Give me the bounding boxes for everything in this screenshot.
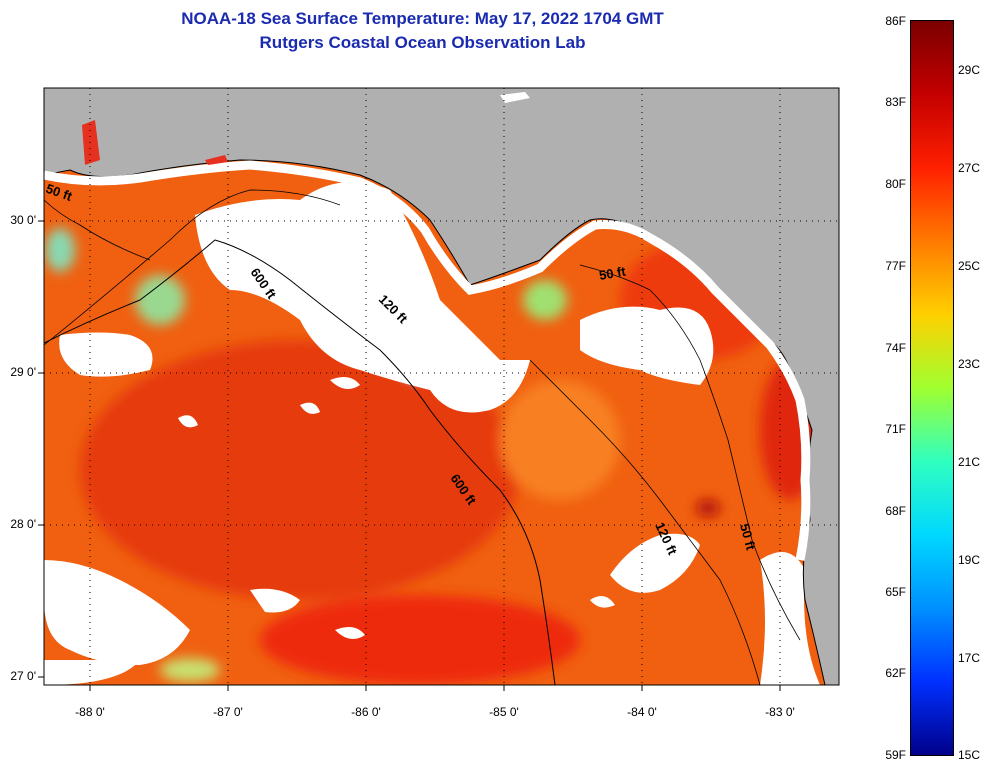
lat-label: 27 0' [10,669,36,683]
lat-label: 30 0' [10,213,36,227]
lat-label: 28 0' [10,517,36,531]
cloud-cover [44,182,820,685]
colorbar-c-label: 17C [958,651,981,665]
lon-label: -86 0' [351,705,381,719]
contour-label: 50 ft [737,522,759,552]
colorbar-f-label: 74F [885,341,906,355]
colorbar-f-label: 83F [885,95,906,109]
inland-lake [500,92,530,103]
map-frame [43,87,840,686]
inland-water [205,155,228,165]
hot-spot [696,500,720,516]
colorbar-f-label: 59F [885,748,906,762]
lon-label: -84 0' [627,705,657,719]
inland-water [82,120,100,165]
cool-water-patch [45,228,75,272]
isobath-120ft-line [529,359,761,685]
lon-label: -88 0' [75,705,105,719]
colorbar-c-label: 15C [958,748,981,762]
lon-label: -87 0' [213,705,243,719]
colorbar-f-label: 71F [885,422,906,436]
colorbar-c-label: 19C [958,553,981,567]
warm-water-zone [260,595,580,685]
contour-label: 50 ft [598,263,628,283]
colorbar-f-label: 80F [885,177,906,191]
cool-water-patch [160,658,220,682]
colorbar-c-label: 23C [958,357,981,371]
axis-ticks [38,220,781,691]
isobath-50ft-line [44,199,151,261]
map-title: NOAA-18 Sea Surface Temperature: May 17,… [181,9,664,28]
colorbar-f-label: 77F [885,259,906,273]
isobath-50ft-line [579,264,801,641]
lat-lon-grid [44,88,839,685]
colorbar-c-label: 21C [958,455,981,469]
warm-water-zone [80,340,520,600]
colorbar-f-label: 65F [885,585,906,599]
cool-water-patch [523,280,567,320]
lon-label: -85 0' [489,705,519,719]
isobath-contour-line [44,189,341,346]
colorbar-f-label: 62F [885,666,906,680]
temperature-colorbar [910,20,954,756]
isobath-600ft-line [44,239,556,685]
cool-water-patch [135,275,185,325]
colorbar-c-label: 25C [958,259,981,273]
lat-label: 29 0' [10,365,36,379]
shelf-water-zone [500,380,620,500]
coastal-cloud-fringe [44,160,811,561]
colorbar-f-label: 68F [885,504,906,518]
colorbar-c-label: 29C [958,63,981,77]
colorbar-f-label: 86F [885,14,906,28]
colorbar-c-label: 27C [958,161,981,175]
lon-label: -83 0' [765,705,795,719]
map-subtitle: Rutgers Coastal Ocean Observation Lab [259,33,586,52]
